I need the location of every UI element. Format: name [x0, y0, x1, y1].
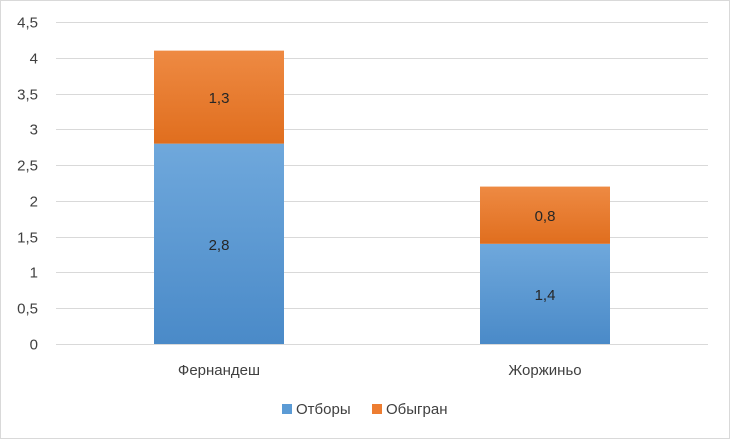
y-tick-label: 4	[30, 51, 38, 68]
x-axis: Фернандеш Жоржиньо	[178, 362, 582, 379]
data-label: 2,8	[209, 237, 230, 254]
data-label: 1,4	[535, 287, 556, 304]
y-tick-label: 0,5	[17, 301, 38, 318]
data-label: 1,3	[209, 90, 230, 107]
y-tick-label: 1,5	[17, 230, 38, 247]
y-tick-label: 3,5	[17, 87, 38, 104]
bar-segment	[154, 143, 284, 344]
bar-segment	[480, 243, 610, 344]
legend-label: Обыгран	[386, 401, 447, 418]
category-label: Фернандеш	[178, 362, 260, 379]
y-tick-label: 4,5	[17, 15, 38, 32]
y-tick-label: 2,5	[17, 158, 38, 175]
legend-label: Отборы	[296, 401, 351, 418]
legend: Отборы Обыгран	[282, 401, 447, 418]
bar-segment	[154, 50, 284, 144]
y-tick-label: 1	[30, 265, 38, 282]
legend-swatch	[372, 404, 382, 414]
y-tick-label: 3	[30, 122, 38, 139]
legend-swatch	[282, 404, 292, 414]
bar-segment	[480, 186, 610, 244]
data-label: 0,8	[535, 208, 556, 225]
bars: 2,8 1,3 1,4 0,8	[154, 50, 610, 344]
category-label: Жоржиньо	[508, 362, 581, 379]
y-tick-label: 0	[30, 337, 38, 354]
y-axis: 0 0,5 1 1,5 2 2,5 3 3,5 4 4,5	[17, 15, 38, 354]
gridlines	[56, 22, 708, 345]
y-tick-label: 2	[30, 194, 38, 211]
